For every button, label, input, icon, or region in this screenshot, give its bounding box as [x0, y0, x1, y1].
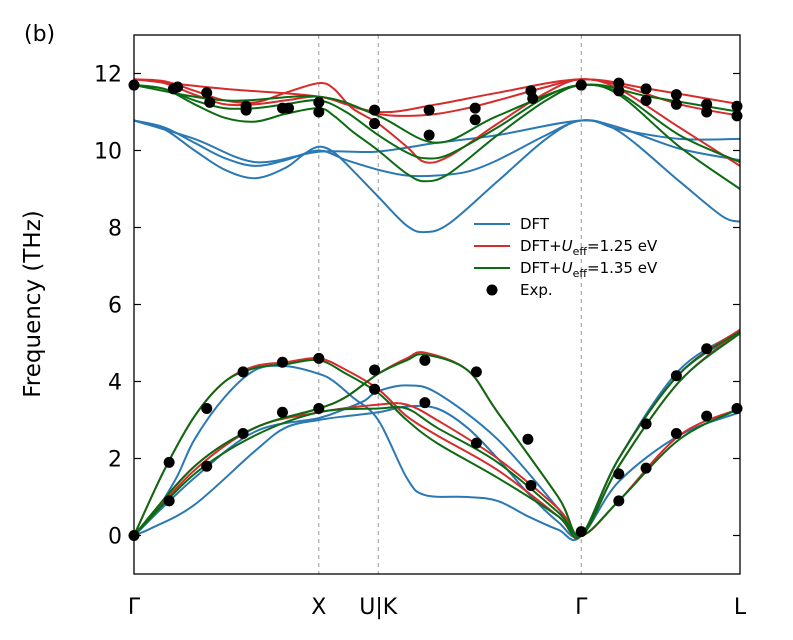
exp-point-57	[701, 343, 713, 355]
x-tick-label-1: X	[311, 595, 326, 620]
exp-point-47	[470, 437, 482, 449]
series-1-branch-5	[133, 330, 741, 538]
exp-point-45	[419, 397, 431, 409]
exp-point-50	[575, 526, 587, 538]
exp-point-6	[240, 100, 252, 112]
y-tick-label-0: 0	[108, 525, 122, 550]
legend-swatch-3	[486, 284, 498, 296]
exp-point-48	[522, 433, 534, 445]
panel-label: (b)	[24, 22, 55, 47]
exp-point-11	[369, 104, 381, 116]
x-tick-label-2: U|K	[359, 595, 398, 620]
exp-point-8	[283, 102, 295, 114]
exp-point-37	[237, 427, 249, 439]
exp-point-52	[613, 495, 625, 507]
y-tick-label-2: 2	[108, 448, 122, 473]
exp-point-49	[525, 479, 537, 491]
experimental-points	[128, 77, 743, 541]
exp-point-53	[640, 418, 652, 430]
series-0-branch-1	[133, 119, 741, 178]
exp-point-51	[613, 468, 625, 480]
exp-point-35	[201, 460, 213, 472]
series-0	[133, 119, 741, 542]
exp-point-32	[163, 456, 175, 468]
exp-point-18	[527, 93, 539, 105]
y-tick-label-8: 8	[108, 217, 122, 242]
exp-point-10	[313, 96, 325, 108]
exp-point-26	[670, 98, 682, 110]
legend-label-1: DFT+Ueff=1.25 eV	[520, 237, 658, 258]
exp-point-54	[640, 462, 652, 474]
exp-point-46	[470, 366, 482, 378]
exp-point-2	[172, 81, 184, 93]
y-tick-label-6: 6	[108, 294, 122, 319]
exp-point-56	[670, 427, 682, 439]
exp-point-23	[640, 83, 652, 95]
exp-point-36	[237, 366, 249, 378]
exp-point-21	[613, 77, 625, 89]
legend-label-0: DFT	[520, 215, 550, 233]
exp-point-16	[469, 114, 481, 126]
series-2-branch-4	[133, 330, 741, 539]
x-axis: Γ X U|K Γ L	[128, 595, 747, 620]
exp-point-14	[423, 129, 435, 141]
exp-point-41	[313, 402, 325, 414]
exp-point-59	[731, 402, 743, 414]
exp-point-25	[670, 89, 682, 101]
exp-point-30	[731, 110, 743, 122]
exp-point-13	[423, 104, 435, 116]
exp-point-58	[701, 410, 713, 422]
y-tick-label-12: 12	[94, 63, 122, 88]
exp-point-3	[201, 87, 213, 99]
exp-point-39	[276, 406, 288, 418]
exp-point-28	[701, 106, 713, 118]
y-tick-label-4: 4	[108, 371, 122, 396]
exp-point-27	[701, 98, 713, 110]
exp-point-22	[613, 85, 625, 97]
series-2-branch-2	[133, 83, 741, 144]
x-tick-label-4: L	[734, 595, 747, 620]
exp-point-15	[469, 102, 481, 114]
exp-point-42	[369, 364, 381, 376]
y-axis-title: Frequency (THz)	[20, 210, 46, 398]
exp-point-9	[313, 106, 325, 118]
exp-point-4	[204, 96, 216, 108]
exp-point-12	[369, 118, 381, 130]
exp-point-44	[419, 354, 431, 366]
series-1-branch-2	[133, 78, 741, 114]
exp-point-55	[670, 370, 682, 382]
x-tick-label-3: Γ	[575, 595, 588, 620]
exp-point-40	[313, 352, 325, 364]
exp-point-29	[731, 100, 743, 112]
plot-frame	[133, 34, 741, 575]
exp-point-43	[369, 383, 381, 395]
y-axis: 0 2 4 6 8 10 12	[94, 63, 740, 550]
exp-point-34	[201, 402, 213, 414]
legend-label-2: DFT+Ueff=1.35 eV	[520, 259, 658, 280]
y-tick-label-10: 10	[94, 140, 122, 165]
legend-label-3: Exp.	[520, 281, 553, 299]
exp-point-24	[640, 94, 652, 106]
x-tick-label-0: Γ	[128, 595, 141, 620]
series-1-branch-4	[133, 328, 741, 540]
exp-point-20	[575, 79, 587, 91]
exp-point-38	[276, 356, 288, 368]
exp-point-33	[163, 495, 175, 507]
